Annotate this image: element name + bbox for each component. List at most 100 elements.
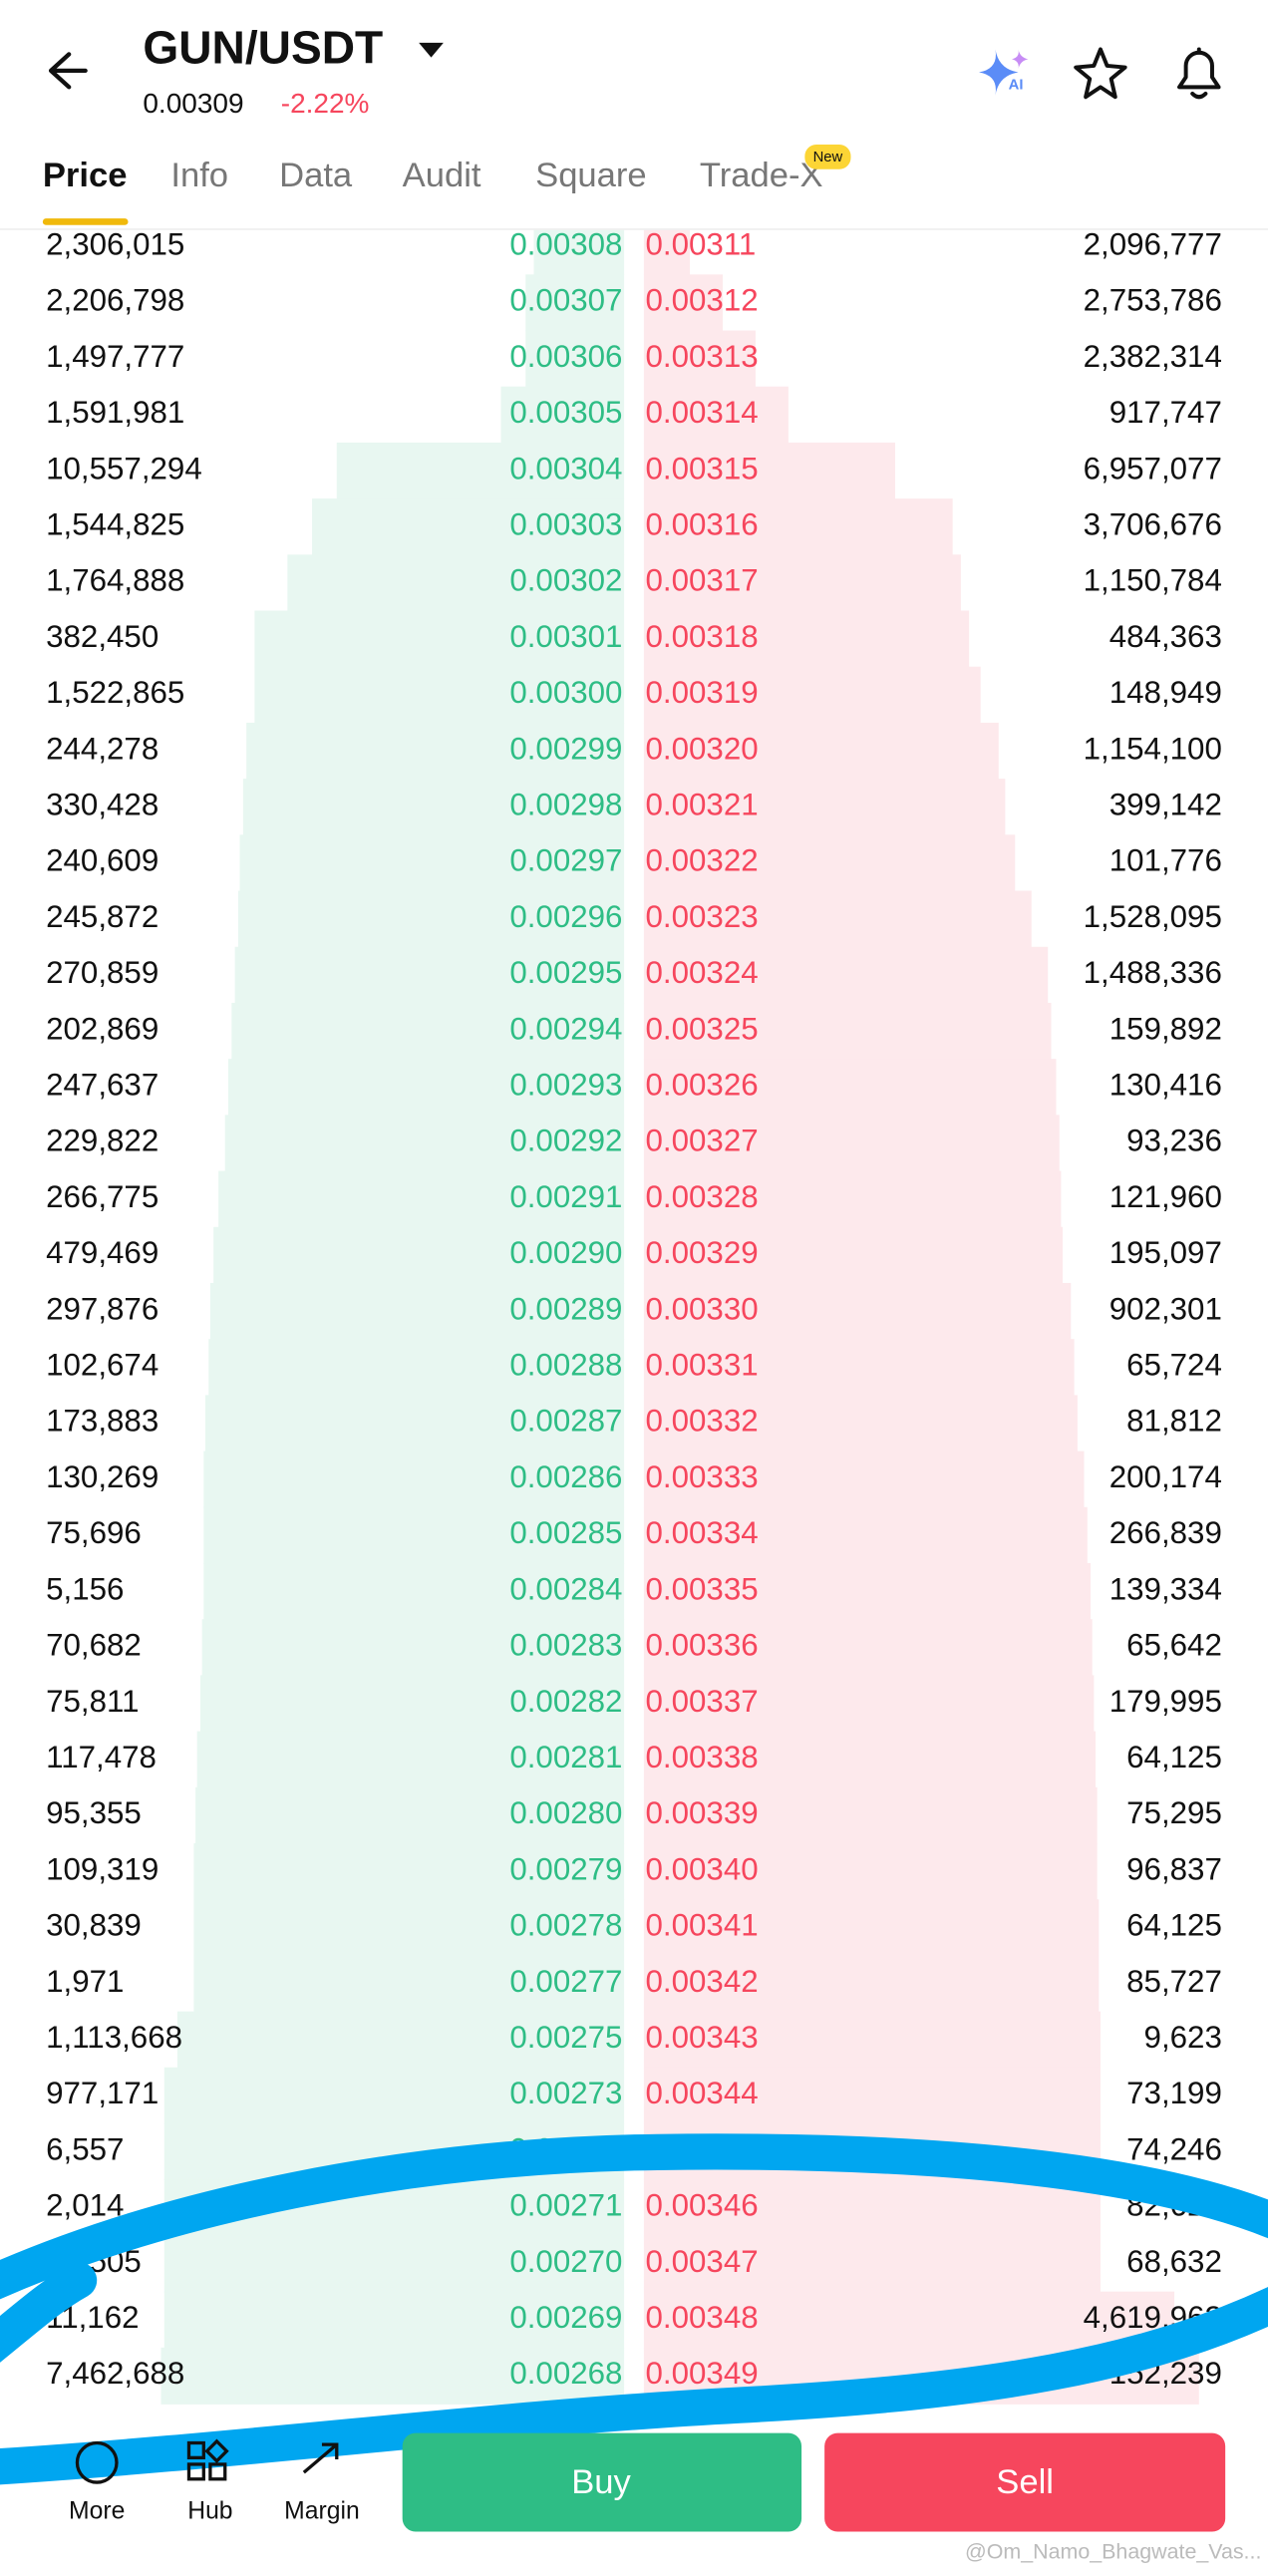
pair-dropdown[interactable] xyxy=(419,42,444,58)
ask-price[interactable]: 0.00311 xyxy=(646,226,757,261)
bid-price[interactable]: 0.00300 xyxy=(509,675,622,710)
bid-price[interactable]: 0.00281 xyxy=(509,1740,622,1774)
ask-price[interactable]: 0.00323 xyxy=(646,899,759,934)
ask-price[interactable]: 0.00317 xyxy=(646,563,759,598)
bid-price[interactable]: 0.00278 xyxy=(509,1908,622,1943)
ask-price[interactable]: 0.00347 xyxy=(646,2244,759,2279)
bid-price[interactable]: 0.00290 xyxy=(509,1235,622,1270)
bid-price[interactable]: 0.00277 xyxy=(509,1964,622,1999)
bid-price[interactable]: 0.00304 xyxy=(509,451,622,485)
ask-price[interactable]: 0.00316 xyxy=(646,506,759,541)
bid-price[interactable]: 0.00282 xyxy=(509,1684,622,1719)
ask-price[interactable]: 0.00339 xyxy=(646,1795,759,1830)
bid-price[interactable]: 0.00306 xyxy=(509,339,622,374)
buy-button[interactable] xyxy=(402,2432,802,2532)
ask-depth-bar xyxy=(643,1226,1064,1284)
ask-price[interactable]: 0.00318 xyxy=(646,619,759,654)
ask-price[interactable]: 0.00327 xyxy=(646,1124,759,1158)
nav-label[interactable]: Hub xyxy=(187,2497,232,2524)
ai-button[interactable]: AI xyxy=(979,49,1029,96)
ask-price[interactable]: 0.00320 xyxy=(646,731,759,766)
bid-price[interactable]: 0.00270 xyxy=(509,2244,622,2279)
bid-depth-bar xyxy=(176,2011,625,2069)
bid-price[interactable]: 0.00288 xyxy=(509,1348,622,1383)
ask-price[interactable]: 0.00330 xyxy=(646,1291,759,1326)
pair-title[interactable]: GUN/USDT xyxy=(143,21,383,73)
ask-price[interactable]: 0.00312 xyxy=(646,283,759,318)
ask-price[interactable]: 0.00315 xyxy=(646,451,759,485)
bid-price[interactable]: 0.00299 xyxy=(509,731,622,766)
bid-depth-bar xyxy=(228,1059,625,1117)
ask-price[interactable]: 0.00343 xyxy=(646,2020,759,2055)
ask-price[interactable]: 0.00332 xyxy=(646,1404,759,1439)
ask-price[interactable]: 0.00326 xyxy=(646,1068,759,1103)
ask-price[interactable]: 0.00341 xyxy=(646,1908,759,1943)
bid-price[interactable]: 0.00284 xyxy=(509,1571,622,1606)
tab[interactable]: Trade-X xyxy=(700,157,823,194)
ask-price[interactable]: 0.00329 xyxy=(646,1235,759,1270)
bid-price[interactable]: 0.00271 xyxy=(509,2188,622,2223)
tab[interactable]: Price xyxy=(43,157,128,194)
bid-price[interactable]: 0.00279 xyxy=(509,1851,622,1886)
bid-price[interactable]: 0.00305 xyxy=(509,395,622,430)
bid-price[interactable]: 0.00292 xyxy=(509,1124,622,1158)
sell-label[interactable]: Sell xyxy=(996,2463,1054,2501)
ask-price[interactable]: 0.00314 xyxy=(646,395,759,430)
ask-price[interactable]: 0.00348 xyxy=(646,2300,759,2335)
last-price: 0.00309 xyxy=(143,88,243,119)
bid-price[interactable]: 0.00307 xyxy=(509,283,622,318)
bid-price[interactable]: 0.00269 xyxy=(509,2300,622,2335)
bid-price[interactable]: 0.00293 xyxy=(509,1068,622,1103)
bid-price[interactable]: 0.00295 xyxy=(509,955,622,990)
ask-price[interactable]: 0.00338 xyxy=(646,1740,759,1774)
ask-price[interactable]: 0.00328 xyxy=(646,1179,759,1214)
bid-price[interactable]: 0.00280 xyxy=(509,1795,622,1830)
ask-price[interactable]: 0.00344 xyxy=(646,2076,759,2110)
bid-price[interactable]: 0.00287 xyxy=(509,1404,622,1439)
bid-price[interactable]: 0.00285 xyxy=(509,1515,622,1550)
ask-price[interactable]: 0.00322 xyxy=(646,843,759,878)
ask-price[interactable]: 0.00324 xyxy=(646,955,759,990)
buy-label[interactable]: Buy xyxy=(571,2463,631,2501)
back-button[interactable] xyxy=(48,52,88,90)
ask-price[interactable]: 0.00342 xyxy=(646,1964,759,1999)
bid-price[interactable]: 0.00308 xyxy=(509,226,622,261)
ask-price[interactable]: 0.00319 xyxy=(646,675,759,710)
ask-price[interactable]: 0.00331 xyxy=(646,1348,759,1383)
sell-button[interactable] xyxy=(824,2432,1226,2532)
ask-price[interactable]: 0.00333 xyxy=(646,1459,759,1494)
favorite-button[interactable] xyxy=(1074,47,1127,100)
ask-price[interactable]: 0.00336 xyxy=(646,1628,759,1663)
nav-label[interactable]: More xyxy=(69,2497,125,2524)
bid-price[interactable]: 0.00289 xyxy=(509,1291,622,1326)
ask-price[interactable]: 0.00334 xyxy=(646,1515,759,1550)
alert-button[interactable] xyxy=(1177,47,1221,100)
bid-quantity: 1,764,888 xyxy=(46,563,184,598)
ask-price[interactable]: 0.00313 xyxy=(646,339,759,374)
bid-price[interactable]: 0.00301 xyxy=(509,619,622,654)
ask-price[interactable]: 0.00340 xyxy=(646,1851,759,1886)
nav-label[interactable]: Margin xyxy=(284,2497,360,2524)
ask-price[interactable]: 0.00346 xyxy=(646,2188,759,2223)
bid-price[interactable]: 0.00275 xyxy=(509,2020,622,2055)
bid-price[interactable]: 0.00268 xyxy=(509,2356,622,2391)
ask-price[interactable]: 0.00325 xyxy=(646,1011,759,1046)
ask-price[interactable]: 0.00321 xyxy=(646,787,759,821)
bid-price[interactable]: 0.00296 xyxy=(509,899,622,934)
bid-price[interactable]: 0.00273 xyxy=(509,2076,622,2110)
ask-price[interactable]: 0.00335 xyxy=(646,1571,759,1606)
bid-price[interactable]: 0.00303 xyxy=(509,506,622,541)
ask-price[interactable]: 0.00337 xyxy=(646,1684,759,1719)
bid-price[interactable]: 0.00291 xyxy=(509,1179,622,1214)
bid-price[interactable]: 0.00297 xyxy=(509,843,622,878)
tab[interactable]: Audit xyxy=(403,157,481,194)
ask-price[interactable]: 0.00349 xyxy=(646,2356,759,2391)
bid-price[interactable]: 0.00283 xyxy=(509,1628,622,1663)
bid-price[interactable]: 0.00302 xyxy=(509,563,622,598)
tab[interactable]: Data xyxy=(279,157,353,194)
bid-price[interactable]: 0.00298 xyxy=(509,787,622,821)
tab[interactable]: Info xyxy=(170,157,228,194)
bid-price[interactable]: 0.00294 xyxy=(509,1011,622,1046)
bid-price[interactable]: 0.00286 xyxy=(509,1459,622,1494)
tab[interactable]: Square xyxy=(535,157,647,194)
